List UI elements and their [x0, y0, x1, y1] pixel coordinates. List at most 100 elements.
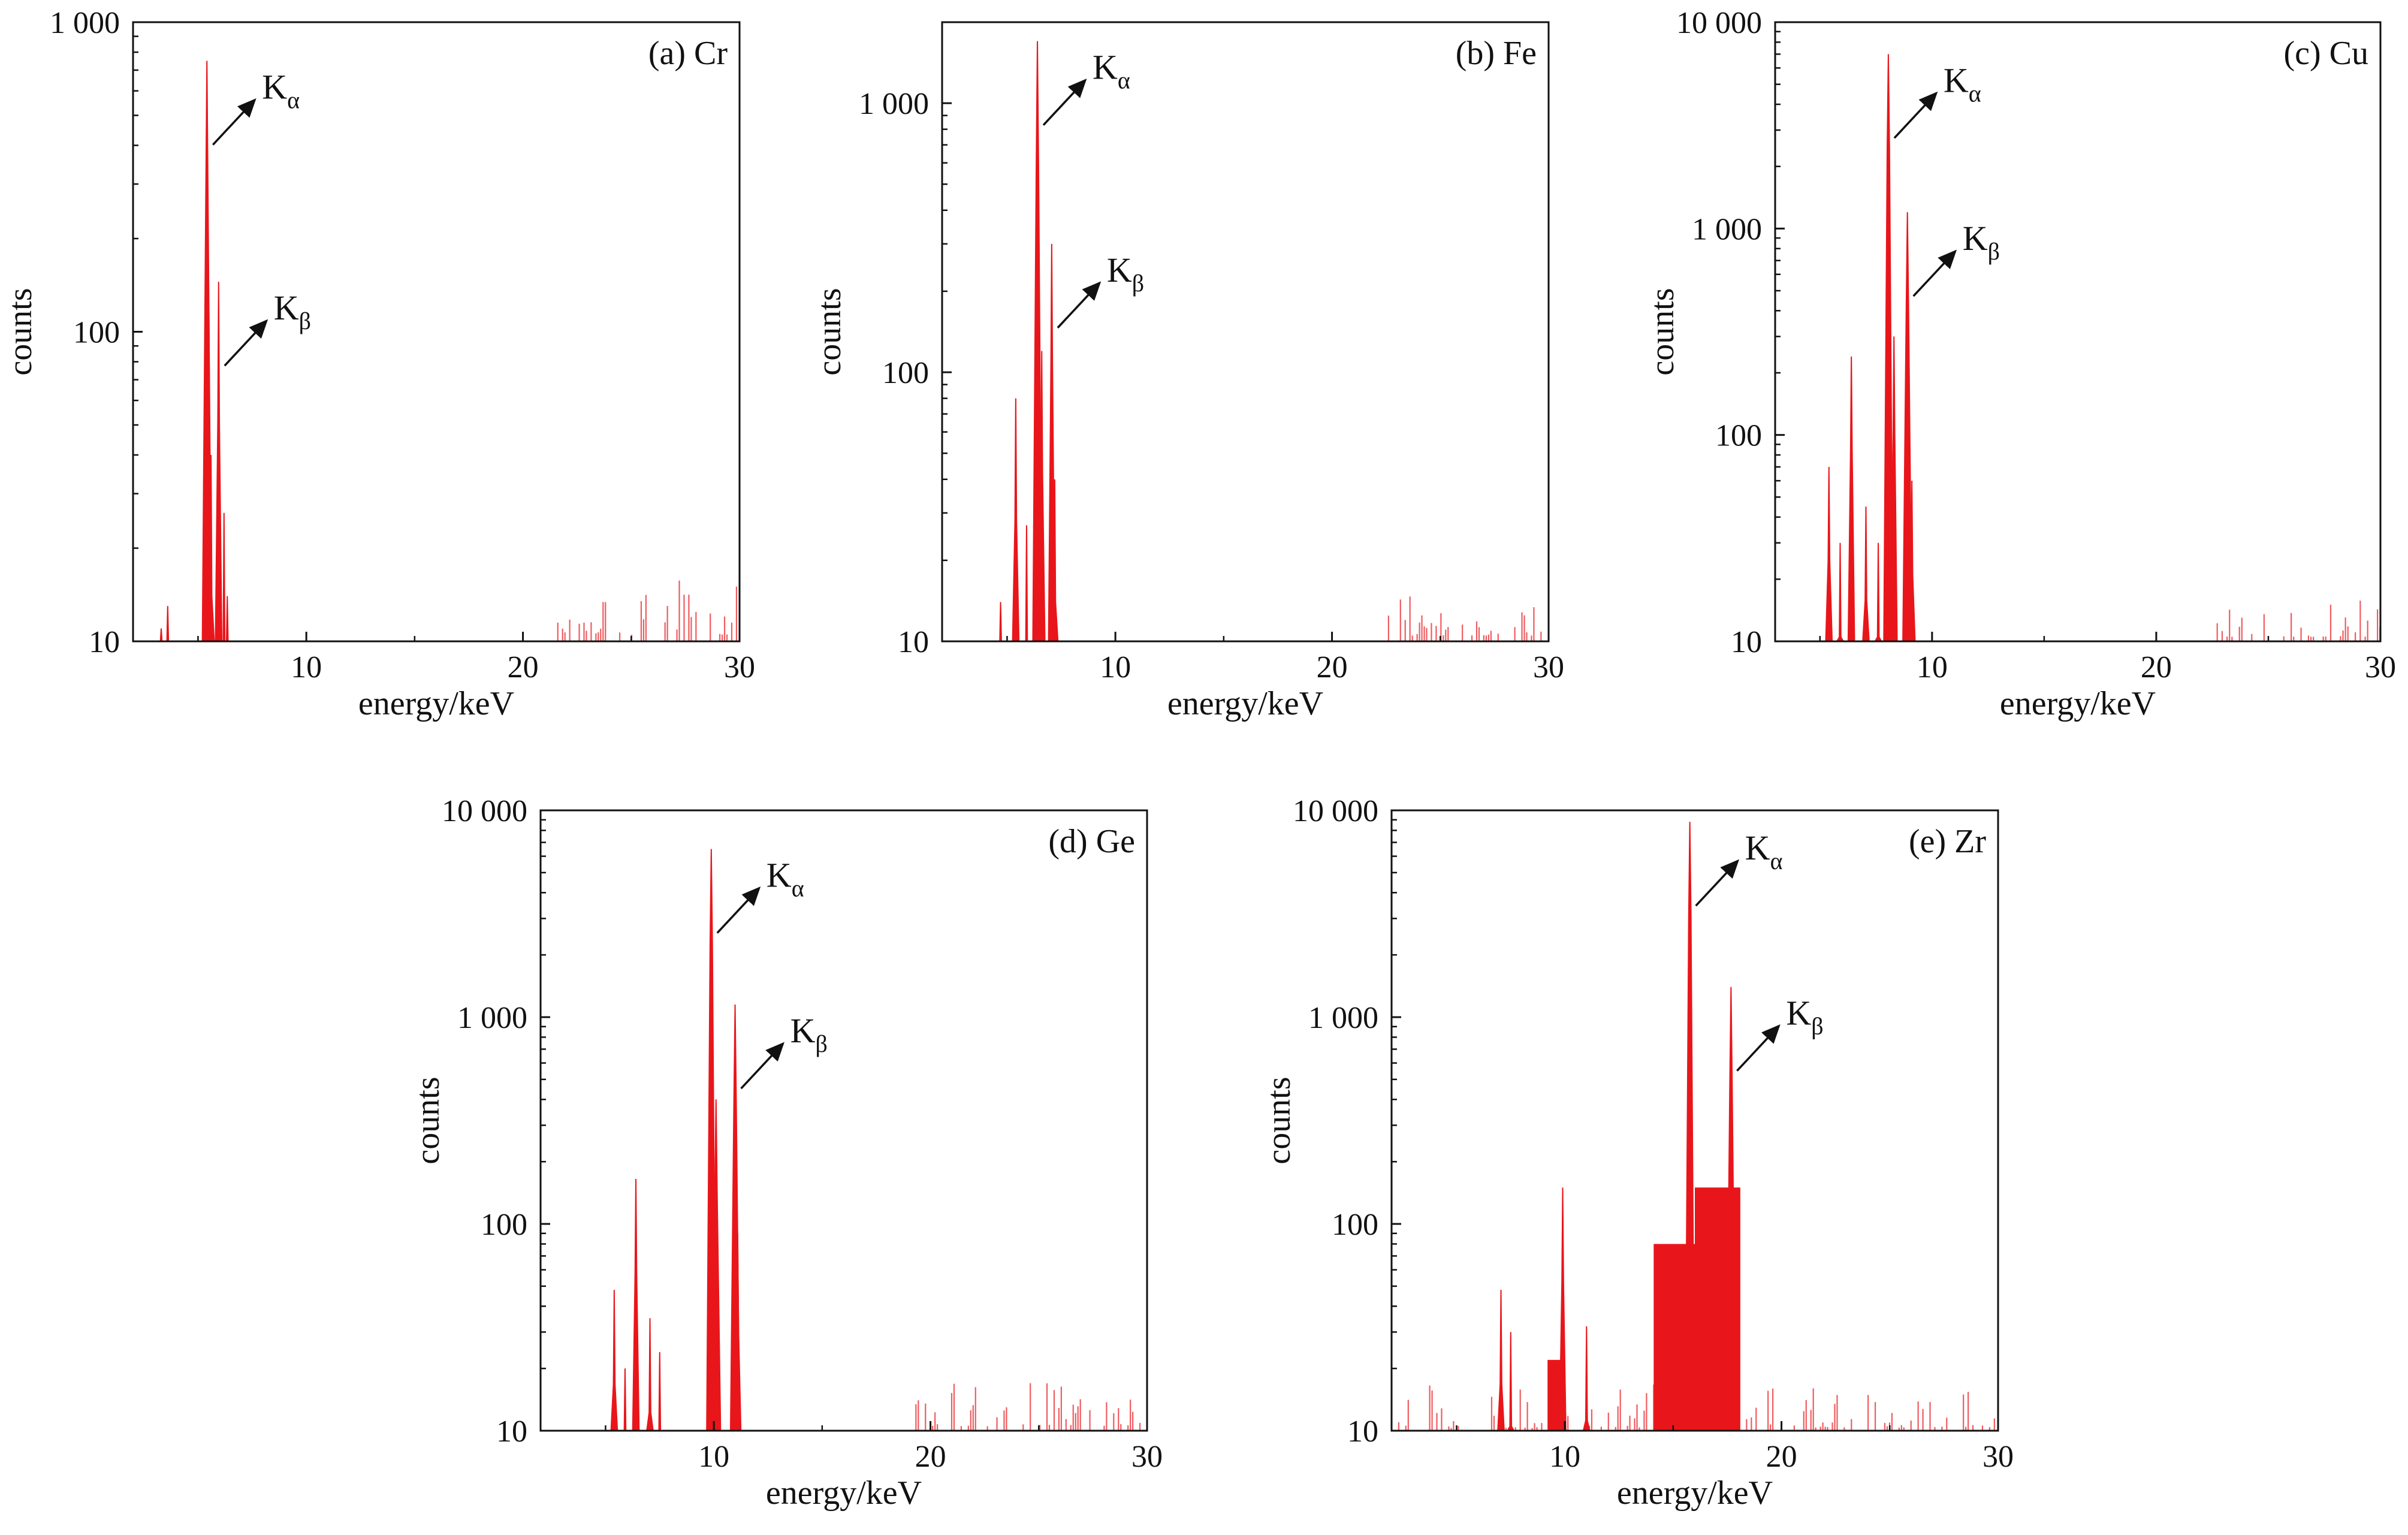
- hump: [1547, 1359, 1562, 1431]
- annotation-k-alpha: Kα: [1093, 48, 1130, 94]
- panel-fe: 10 20 30 10 100 1 000 energy/keV counts (b) Fe Kα…: [811, 21, 1564, 722]
- annotation-letter: K: [1786, 994, 1811, 1033]
- annotation-subscript: α: [792, 875, 804, 902]
- x-axis-label: energy/keV: [358, 685, 514, 722]
- annotation-arrow: [1042, 79, 1087, 126]
- x-tick-label: 10: [1917, 650, 1948, 684]
- panel-cr: 10 20 30 10 100 1 000 energy/keV counts (a) Cr Kα…: [2, 6, 755, 722]
- x-tick-label: 20: [915, 1440, 946, 1474]
- annotation-subscript: β: [1132, 270, 1144, 297]
- noise-fe: [1387, 596, 1542, 641]
- x-axis-label: energy/keV: [1617, 1474, 1773, 1512]
- annotation-subscript: α: [1118, 67, 1130, 94]
- y-axis-label: counts: [2, 288, 39, 375]
- peak: [646, 1318, 654, 1431]
- peak: [158, 628, 165, 642]
- annotation-k-alpha: Kα: [1745, 828, 1783, 874]
- x-tick-label: 30: [1131, 1440, 1163, 1474]
- y-axis-label: counts: [1260, 1076, 1297, 1164]
- peak: [1582, 1326, 1591, 1431]
- annotation-k-alpha: Kα: [1944, 61, 1981, 107]
- panel-label-cu: (c) Cu: [2283, 35, 2368, 72]
- annotation-arrow: [1736, 1024, 1781, 1072]
- axes-frame-cu: [1774, 21, 2382, 643]
- x-axis-label: energy/keV: [2000, 685, 2156, 722]
- y-axis-label: counts: [1644, 288, 1681, 375]
- x-tick-label: 20: [2141, 650, 2172, 684]
- annotation-arrow: [224, 319, 268, 367]
- x-tick-label: 30: [724, 650, 755, 684]
- y-tick-label: 100: [1715, 419, 1762, 453]
- peak: [1825, 466, 1833, 642]
- x-axis-label: energy/keV: [1167, 685, 1323, 722]
- annotation-subscript: β: [299, 307, 311, 334]
- annotation-arrow: [1695, 859, 1740, 907]
- peak: [1012, 398, 1020, 642]
- noise-ge: [915, 1383, 1141, 1431]
- x-tick-label: 30: [1533, 650, 1564, 684]
- peak: [1874, 542, 1883, 642]
- panel-cu: 10 20 30 10 100 1 000 10 000 energy/keV counts (c…: [1644, 6, 2396, 722]
- peak: [1023, 525, 1030, 642]
- axes-frame-zr: [1390, 809, 1999, 1432]
- peak: [621, 1368, 629, 1431]
- annotation-arrow: [212, 98, 257, 146]
- annotation-letter: K: [262, 68, 287, 107]
- y-tick-label: 1 000: [1308, 1001, 1378, 1035]
- panel-label-ge: (d) Ge: [1048, 823, 1135, 860]
- y-tick-label: 1 000: [859, 87, 929, 121]
- annotation-k-alpha: Kα: [767, 856, 804, 902]
- annotation-subscript: α: [1969, 80, 1981, 107]
- y-tick-label: 100: [73, 316, 120, 350]
- peak: [1497, 1289, 1505, 1431]
- annotation-letter: K: [1093, 48, 1118, 87]
- peak: [632, 1178, 640, 1431]
- annotation-k-alpha: Kα: [262, 68, 300, 114]
- y-tick-label: 100: [1332, 1208, 1378, 1242]
- y-tick-label: 1 000: [50, 6, 120, 40]
- annotation-k-beta: Kβ: [1963, 219, 2000, 265]
- annotation-letter: K: [1963, 219, 1988, 258]
- annotation-subscript: β: [815, 1030, 827, 1057]
- annotation-letter: K: [274, 288, 299, 327]
- peak: [164, 606, 171, 642]
- x-tick-label: 10: [698, 1440, 729, 1474]
- peak: [1836, 542, 1845, 642]
- annotation-letter: K: [1944, 61, 1969, 99]
- peak: [215, 282, 223, 642]
- annotation-subscript: α: [1770, 848, 1783, 874]
- annotation-letter: K: [1745, 828, 1770, 867]
- y-tick-label: 10 000: [442, 794, 527, 828]
- peak: [1862, 506, 1870, 642]
- annotation-arrow: [716, 886, 761, 934]
- noise-cu: [2216, 601, 2381, 641]
- y-axis-label: counts: [811, 288, 848, 375]
- x-tick-label: 10: [1549, 1440, 1580, 1474]
- panel-label-zr: (e) Zr: [1909, 823, 1986, 860]
- annotation-arrow: [740, 1042, 784, 1090]
- peak: [1847, 356, 1855, 642]
- annotation-letter: K: [790, 1011, 816, 1050]
- noise-cr: [557, 580, 738, 641]
- peak: [997, 602, 1004, 642]
- axes-frame-fe: [941, 21, 1550, 643]
- annotation-arrow: [1893, 91, 1938, 139]
- y-tick-label: 10: [898, 625, 929, 659]
- x-tick-label: 20: [1317, 650, 1348, 684]
- x-tick-label: 20: [508, 650, 539, 684]
- x-tick-label: 10: [1100, 650, 1131, 684]
- x-tick-label: 20: [1766, 1440, 1797, 1474]
- annotation-arrow: [1912, 249, 1957, 297]
- x-axis-label: energy/keV: [766, 1474, 922, 1512]
- y-tick-label: 1 000: [1692, 212, 1762, 246]
- panel-label-fe: (b) Fe: [1456, 35, 1537, 72]
- y-tick-label: 10 000: [1293, 794, 1378, 828]
- panel-label-cr: (a) Cr: [648, 35, 728, 72]
- y-tick-label: 1 000: [457, 1001, 527, 1035]
- x-tick-label: 30: [2365, 650, 2396, 684]
- annotation-k-beta: Kβ: [790, 1011, 828, 1057]
- peak: [656, 1352, 663, 1431]
- annotation-k-beta: Kβ: [274, 288, 311, 334]
- annotation-k-beta: Kβ: [1107, 251, 1144, 297]
- y-tick-label: 10 000: [1676, 6, 1762, 40]
